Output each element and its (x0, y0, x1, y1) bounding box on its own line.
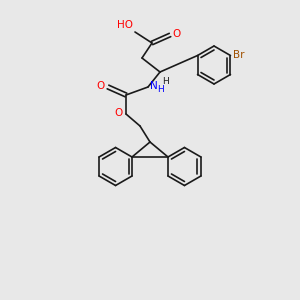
Text: H: H (162, 77, 169, 86)
Text: Br: Br (233, 50, 245, 61)
Text: HO: HO (117, 20, 133, 30)
Text: O: O (115, 108, 123, 118)
Text: O: O (172, 29, 180, 39)
Text: H: H (157, 85, 164, 94)
Text: N: N (150, 81, 158, 91)
Text: O: O (97, 81, 105, 91)
